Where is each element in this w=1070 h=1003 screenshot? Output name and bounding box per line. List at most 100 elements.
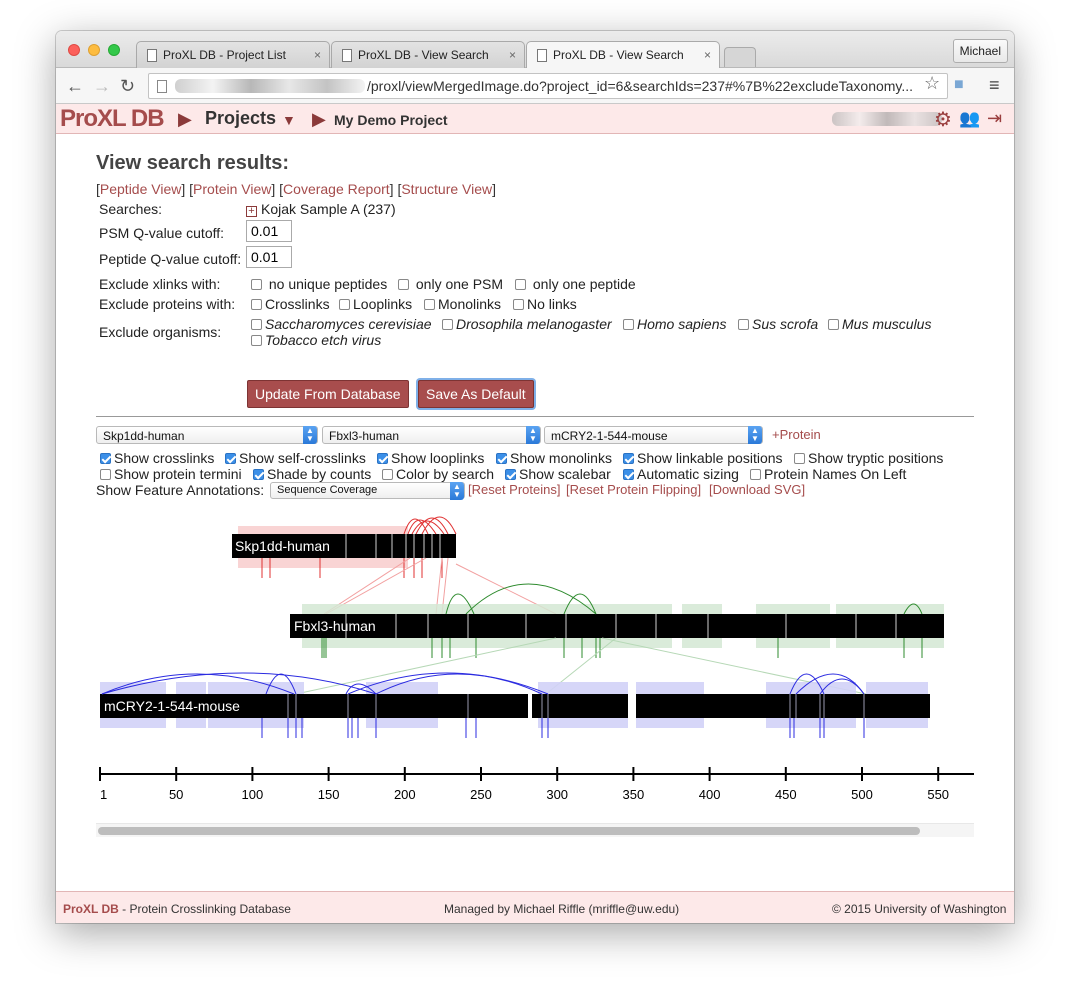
protein-names-on-left-option[interactable]: Protein Names On Left xyxy=(750,466,906,482)
peptide-view-link[interactable]: Peptide View xyxy=(99,181,182,197)
protein-view-link[interactable]: Protein View xyxy=(193,181,272,197)
protein-select-3[interactable]: mCRY2-1-544-mouse ▲ ▼ xyxy=(544,426,763,444)
coverage-report-link[interactable]: Coverage Report xyxy=(283,181,390,197)
reset-proteins-link[interactable]: [Reset Proteins] xyxy=(468,482,561,497)
exclude-no-unique-peptides[interactable]: no unique peptides xyxy=(251,276,387,292)
checkbox[interactable] xyxy=(398,279,409,290)
checkbox[interactable] xyxy=(794,453,805,464)
show-crosslinks-option[interactable]: Show crosslinks xyxy=(100,450,214,466)
new-tab-button[interactable] xyxy=(724,47,756,67)
checkbox[interactable] xyxy=(225,453,236,464)
download-svg-link[interactable]: [Download SVG] xyxy=(709,482,806,497)
tab-view-search-active[interactable]: ProXL DB - View Search × xyxy=(526,41,720,69)
peptide-qvalue-input[interactable] xyxy=(246,246,292,268)
show-linkable-positions-option[interactable]: Show linkable positions xyxy=(623,450,783,466)
show-scalebar-option[interactable]: Show scalebar xyxy=(505,466,611,482)
expand-plus-icon[interactable]: + xyxy=(246,206,257,217)
tab-close-icon[interactable]: × xyxy=(703,48,711,62)
logo[interactable]: ProXL DB xyxy=(60,105,165,132)
show-monolinks-option[interactable]: Show monolinks xyxy=(496,450,612,466)
shade-by-counts-option[interactable]: Shade by counts xyxy=(253,466,371,482)
checkbox[interactable] xyxy=(100,469,111,480)
checkbox[interactable] xyxy=(513,299,524,310)
exclude-only-one-peptide[interactable]: only one peptide xyxy=(515,276,636,292)
scrollbar-thumb[interactable] xyxy=(98,827,920,835)
show-tryptic-positions-option[interactable]: Show tryptic positions xyxy=(794,450,943,466)
checkbox[interactable] xyxy=(100,453,111,464)
show-looplinks-option[interactable]: Show looplinks xyxy=(377,450,484,466)
checkbox[interactable] xyxy=(377,453,388,464)
checkbox[interactable] xyxy=(251,319,262,330)
checkbox[interactable] xyxy=(828,319,839,330)
address-bar[interactable]: /proxl/viewMergedImage.do?project_id=6&s… xyxy=(148,73,948,99)
checkbox[interactable] xyxy=(505,469,516,480)
checkbox[interactable] xyxy=(253,469,264,480)
protein-select-1[interactable]: Skp1dd-human ▲ ▼ xyxy=(96,426,318,444)
color-by-search-option[interactable]: Color by search xyxy=(382,466,494,482)
projects-menu[interactable]: Projects xyxy=(205,108,277,128)
checkbox[interactable] xyxy=(251,335,262,346)
checkbox[interactable] xyxy=(251,279,262,290)
reset-protein-flipping-link[interactable]: [Reset Protein Flipping] xyxy=(566,482,702,497)
tab-project-list[interactable]: ProXL DB - Project List × xyxy=(136,41,330,68)
checkbox[interactable] xyxy=(442,319,453,330)
skp1-protein-track[interactable]: Skp1dd-human xyxy=(232,516,457,578)
mcry2-protein-track[interactable]: mCRY2-1-544-mouse xyxy=(100,672,930,738)
save-as-default-button[interactable]: Save As Default xyxy=(418,380,534,408)
exclude-monolinks[interactable]: Monolinks xyxy=(424,296,501,312)
checkbox[interactable] xyxy=(623,319,634,330)
organism-tobacco-etch-virus[interactable]: Tobacco etch virus xyxy=(251,332,381,348)
feature-annotations-select[interactable]: Sequence Coverage ▲ ▼ xyxy=(270,482,465,500)
checkbox[interactable] xyxy=(623,469,634,480)
checkbox[interactable] xyxy=(623,453,634,464)
horizontal-scrollbar[interactable] xyxy=(96,823,974,837)
exclude-crosslinks[interactable]: Crosslinks xyxy=(251,296,330,312)
exclude-looplinks[interactable]: Looplinks xyxy=(339,296,412,312)
checkbox[interactable] xyxy=(424,299,435,310)
protein-select-2[interactable]: Fbxl3-human ▲ ▼ xyxy=(322,426,541,444)
bookmark-star-icon[interactable]: ☆ xyxy=(924,73,941,93)
profile-button[interactable]: Michael xyxy=(952,39,1008,63)
search-item[interactable]: + Kojak Sample A (237) xyxy=(246,201,396,217)
exclude-only-one-psm[interactable]: only one PSM xyxy=(398,276,503,292)
camera-icon[interactable]: ■ xyxy=(954,76,964,93)
organism-sus-scrofa[interactable]: Sus scrofa xyxy=(738,316,818,332)
checkbox[interactable] xyxy=(515,279,526,290)
window-close-button[interactable] xyxy=(68,44,80,56)
psm-qvalue-input[interactable] xyxy=(246,220,292,242)
users-icon[interactable]: 👥 xyxy=(959,109,981,128)
organism-mus-musculus[interactable]: Mus musculus xyxy=(828,316,931,332)
tab-view-search-1[interactable]: ProXL DB - View Search × xyxy=(331,41,525,68)
back-arrow-icon[interactable]: ← xyxy=(66,76,84,96)
menu-icon[interactable]: ≡ xyxy=(989,75,1000,95)
update-from-database-button[interactable]: Update From Database xyxy=(247,380,409,408)
logout-icon[interactable]: ⇥ xyxy=(987,108,1003,128)
show-protein-termini-option[interactable]: Show protein termini xyxy=(100,466,242,482)
organism-drosophila[interactable]: Drosophila melanogaster xyxy=(442,316,612,332)
checkbox[interactable] xyxy=(251,299,262,310)
forward-arrow-icon[interactable]: → xyxy=(93,76,111,96)
tab-close-icon[interactable]: × xyxy=(508,48,516,62)
checkbox[interactable] xyxy=(382,469,393,480)
add-protein-link[interactable]: +Protein xyxy=(772,427,821,442)
protein-viewer-canvas[interactable]: Skp1dd-human xyxy=(96,134,976,824)
footer-brand[interactable]: ProXL DB xyxy=(63,902,119,916)
organism-saccharomyces[interactable]: Saccharomyces cerevisiae xyxy=(251,316,432,332)
window-minimize-button[interactable] xyxy=(88,44,100,56)
caret-down-icon[interactable]: ▼ xyxy=(282,112,296,128)
reload-icon[interactable]: ↻ xyxy=(120,76,136,96)
checkbox[interactable] xyxy=(496,453,507,464)
tab-close-icon[interactable]: × xyxy=(313,48,321,62)
organism-homo-sapiens[interactable]: Homo sapiens xyxy=(623,316,727,332)
checkbox[interactable] xyxy=(738,319,749,330)
show-self-crosslinks-option[interactable]: Show self-crosslinks xyxy=(225,450,366,466)
automatic-sizing-option[interactable]: Automatic sizing xyxy=(623,466,739,482)
checkbox[interactable] xyxy=(750,469,761,480)
window-maximize-button[interactable] xyxy=(108,44,120,56)
project-name[interactable]: My Demo Project xyxy=(334,112,448,128)
checkbox[interactable] xyxy=(339,299,350,310)
exclude-no-links[interactable]: No links xyxy=(513,296,577,312)
gear-icon[interactable]: ⚙ xyxy=(934,109,952,131)
structure-view-link[interactable]: Structure View xyxy=(401,181,493,197)
fbxl3-protein-track[interactable]: Fbxl3-human xyxy=(290,583,944,658)
